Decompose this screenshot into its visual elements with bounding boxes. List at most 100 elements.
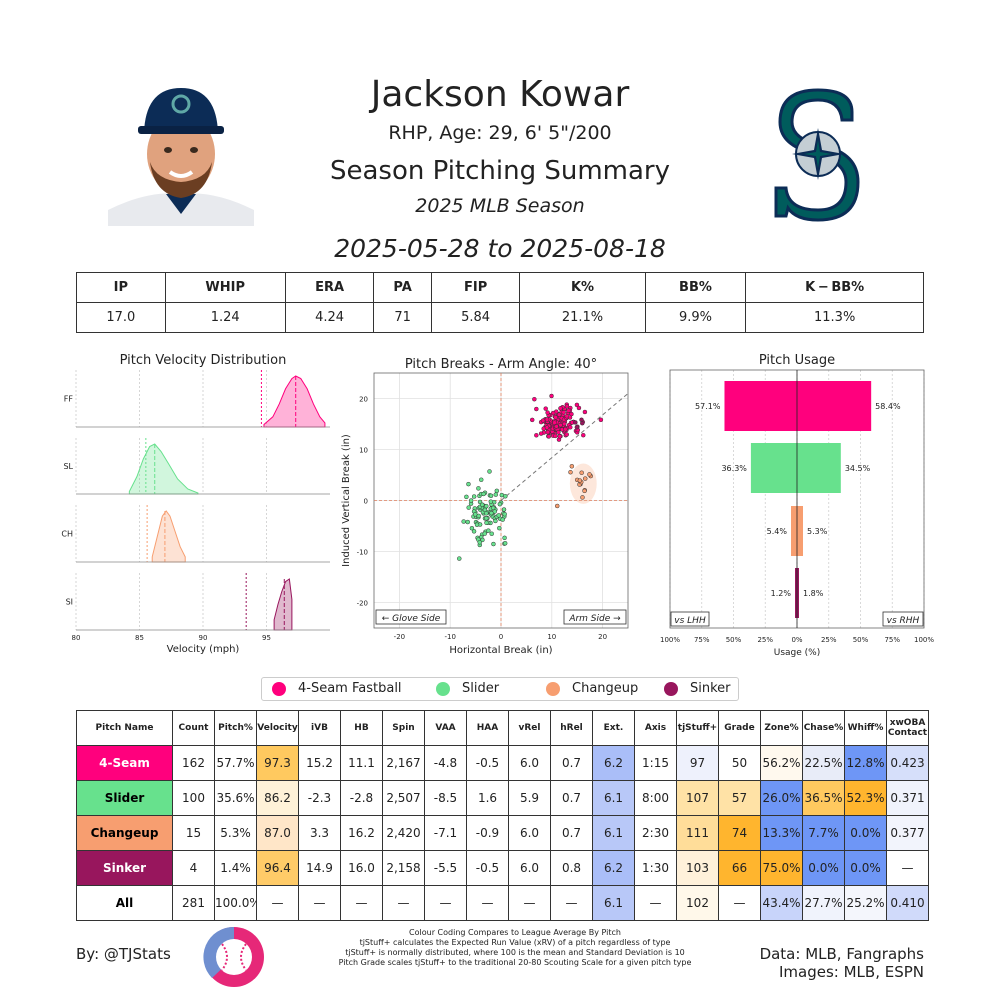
break-point-4-seam-fastball — [543, 406, 548, 411]
break-point-4-seam-fastball — [576, 405, 582, 411]
player-name: Jackson Kowar — [370, 74, 630, 115]
break-point-4-seam-fastball — [549, 393, 554, 399]
stats-header-row: IP WHIP ERA PA FIP K% BB% K − BB% — [76, 272, 924, 303]
author-credit: By: @TJStats — [76, 945, 171, 963]
x-tick-label: 85 — [135, 634, 144, 642]
table-row: Slider 100 35.6% 86.2 -2.3 -2.8 2,507 -8.5 1.6 5.… — [76, 780, 929, 816]
y-tick-label: 20 — [359, 396, 368, 404]
stat-header: ERA — [284, 272, 375, 303]
x-tick-label: 95 — [262, 634, 271, 642]
break-point-slider — [477, 540, 482, 545]
break-point-slider — [474, 522, 480, 527]
table-cell: — — [550, 885, 593, 921]
x-tick-label: 50% — [853, 636, 869, 644]
legend-marker — [664, 681, 678, 696]
break-point-slider — [484, 503, 489, 509]
table-cell: 0.371 — [886, 780, 929, 816]
table-cell: 86.2 — [256, 780, 299, 816]
break-point-slider — [464, 494, 469, 500]
break-point-slider — [465, 519, 470, 525]
x-axis-label: Horizontal Break (in) — [449, 645, 552, 656]
table-cell: 6.1 — [592, 815, 635, 851]
break-point-4-seam-fastball — [553, 415, 558, 420]
legend-label: Slider — [462, 681, 500, 696]
table-cell: 2,167 — [382, 745, 425, 781]
footer-note: Pitch Grade scales tjStuff+ to the tradi… — [338, 958, 692, 967]
table-cell: — — [256, 885, 299, 921]
table-cell: 5.9 — [508, 780, 551, 816]
table-cell: — — [382, 885, 425, 921]
y-tick-label: -10 — [357, 549, 368, 557]
break-point-4-seam-fastball — [556, 412, 562, 417]
break-point-slider — [501, 507, 507, 512]
break-point-4-seam-fastball — [529, 417, 535, 423]
table-cell: 11.1 — [340, 745, 383, 781]
break-point-4-seam-fastball — [544, 425, 550, 430]
break-point-slider — [497, 501, 503, 507]
stat-value: 5.84 — [430, 302, 521, 333]
break-point-sinker — [573, 420, 578, 425]
rhh-box — [882, 611, 924, 627]
table-cell: 4 — [172, 850, 215, 886]
table-cell: 22.5% — [802, 745, 845, 781]
x-tick-label: 25% — [757, 636, 773, 644]
table-cell: 52.3% — [844, 780, 887, 816]
pitch-row-label: SL — [63, 462, 73, 471]
table-cell: 35.6% — [214, 780, 257, 816]
break-point-changeup — [580, 495, 585, 500]
pitch-table-header-cell: VAA — [424, 710, 467, 746]
pitch-table-header-cell: xwOBA Contact — [886, 710, 929, 746]
table-cell: 66 — [718, 850, 761, 886]
table-cell: — — [886, 850, 929, 886]
pitch-table-header-cell: Pitch Name — [76, 710, 173, 746]
table-cell: 2,507 — [382, 780, 425, 816]
table-cell: — — [424, 885, 467, 921]
table-cell: 15.2 — [298, 745, 341, 781]
stat-value: 9.9% — [644, 302, 747, 333]
break-point-4-seam-fastball — [538, 431, 544, 436]
usage-chart-title: Pitch Usage — [758, 353, 836, 368]
table-cell: 14.9 — [298, 850, 341, 886]
table-cell: 1:30 — [634, 850, 677, 886]
pitch-table-header-cell: HAA — [466, 710, 509, 746]
break-point-4-seam-fastball — [574, 402, 580, 408]
table-cell: 2,158 — [382, 850, 425, 886]
table-cell: 111 — [676, 815, 719, 851]
break-point-4-seam-fastball — [545, 429, 551, 435]
x-tick-label: -20 — [394, 633, 405, 641]
table-cell: 16.2 — [340, 815, 383, 851]
table-cell: 6.0 — [508, 745, 551, 781]
legend-marker — [546, 681, 560, 696]
usage-label-lhh: 1.2% — [771, 589, 792, 598]
x-tick-label: 80 — [72, 634, 81, 642]
table-cell: 100.0% — [214, 885, 257, 921]
pitch-metrics-table: Pitch Name Count Pitch% Velocity iVB HB Spin VA… — [76, 710, 929, 921]
tjstats-logo — [203, 926, 264, 987]
table-cell: 43.4% — [760, 885, 803, 921]
table-cell: 1.4% — [214, 850, 257, 886]
break-point-slider — [502, 511, 507, 517]
pitch-legend: 4-Seam Fastball Slider Changeup Sinker — [261, 677, 739, 701]
table-cell: — — [298, 885, 341, 921]
pitch-usage-chart: 57.1% 58.4% 36.3% 34.5% 5.4% 5.3% 1.2% 1.8% 100%… — [660, 369, 934, 658]
x-tick-label: 90 — [199, 634, 208, 642]
y-tick-label: 0 — [364, 498, 368, 506]
pitch-table-header-cell: Grade — [718, 710, 761, 746]
table-cell: 97 — [676, 745, 719, 781]
pitch-table-header-cell: tjStuff+ — [676, 710, 719, 746]
table-cell: 6.1 — [592, 885, 635, 921]
usage-label-rhh: 5.3% — [807, 527, 828, 536]
usage-label-lhh: 57.1% — [695, 402, 721, 411]
break-point-changeup — [577, 478, 583, 483]
table-cell: 0.410 — [886, 885, 929, 921]
break-point-4-seam-fastball — [568, 425, 573, 430]
table-cell: 103 — [676, 850, 719, 886]
break-point-changeup — [554, 503, 560, 509]
table-cell: 16.0 — [340, 850, 383, 886]
pitch-table-header-cell: vRel — [508, 710, 551, 746]
break-point-slider — [481, 491, 486, 497]
usage-bar-slider — [750, 443, 841, 493]
table-cell: -2.8 — [340, 780, 383, 816]
break-point-4-seam-fastball — [552, 420, 557, 425]
usage-label-rhh: 58.4% — [875, 402, 901, 411]
